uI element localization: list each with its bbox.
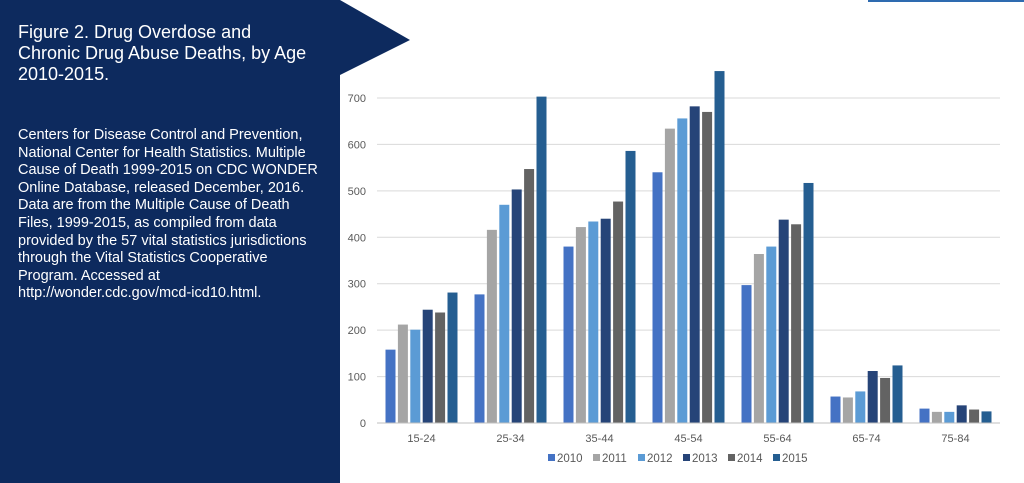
bar-45-54-2012 bbox=[677, 118, 688, 423]
legend-label-2015: 2015 bbox=[782, 453, 808, 465]
y-tick-label: 600 bbox=[348, 139, 366, 151]
x-tick-label: 55-64 bbox=[763, 433, 791, 445]
bar-25-34-2013 bbox=[511, 189, 522, 423]
bar-15-24-2013 bbox=[422, 309, 433, 423]
bar-65-74-2010 bbox=[830, 396, 841, 423]
legend-swatch-2013 bbox=[683, 454, 690, 461]
legend-swatch-2015 bbox=[773, 454, 780, 461]
legend: 2010 2011 2012 2013 2014 2015 bbox=[548, 453, 808, 465]
y-tick-label: 500 bbox=[348, 186, 366, 198]
bar-75-84-2010 bbox=[919, 408, 930, 423]
bar-75-84-2011 bbox=[931, 411, 942, 423]
y-tick-label: 200 bbox=[348, 325, 366, 337]
y-tick-label: 700 bbox=[348, 93, 366, 105]
bar-35-44-2012 bbox=[588, 221, 599, 423]
bar-15-24-2010 bbox=[385, 349, 396, 423]
bar-75-84-2012 bbox=[944, 411, 955, 423]
legend-swatch-2012 bbox=[638, 454, 645, 461]
legend-label-2014: 2014 bbox=[737, 453, 763, 465]
bar-45-54-2013 bbox=[689, 106, 700, 423]
legend-swatch-2014 bbox=[728, 454, 735, 461]
bar-65-74-2015 bbox=[892, 365, 903, 423]
bar-45-54-2015 bbox=[714, 71, 725, 424]
bar-15-24-2011 bbox=[397, 324, 408, 423]
bar-35-44-2015 bbox=[625, 150, 636, 423]
bar-55-64-2013 bbox=[778, 219, 789, 423]
x-axis: 15-24 25-34 35-44 45-54 55-64 65-74 75-84 bbox=[377, 422, 1000, 445]
legend-label-2011: 2011 bbox=[602, 453, 627, 465]
bar-35-44-2010 bbox=[563, 246, 574, 423]
bar-55-64-2011 bbox=[753, 254, 764, 423]
bar-75-84-2014 bbox=[969, 409, 980, 423]
y-tick-label: 400 bbox=[348, 232, 366, 244]
bars bbox=[385, 71, 992, 424]
x-tick-label: 25-34 bbox=[496, 433, 524, 445]
bar-15-24-2015 bbox=[447, 292, 458, 423]
y-tick-label: 300 bbox=[348, 279, 366, 291]
legend-label-2010: 2010 bbox=[557, 453, 583, 465]
x-tick-label: 35-44 bbox=[585, 433, 613, 445]
legend-label-2013: 2013 bbox=[692, 453, 718, 465]
x-tick-label: 65-74 bbox=[852, 433, 880, 445]
bar-15-24-2014 bbox=[435, 312, 446, 423]
bar-25-34-2012 bbox=[499, 204, 510, 423]
x-tick-label: 45-54 bbox=[674, 433, 702, 445]
bar-45-54-2010 bbox=[652, 172, 663, 423]
bar-65-74-2012 bbox=[855, 391, 866, 423]
bar-65-74-2013 bbox=[867, 371, 878, 423]
x-tick-label: 75-84 bbox=[941, 433, 969, 445]
bar-15-24-2012 bbox=[410, 329, 421, 423]
legend-swatch-2010 bbox=[548, 454, 555, 461]
bar-35-44-2013 bbox=[600, 218, 611, 423]
y-tick-label: 100 bbox=[348, 372, 366, 384]
x-tick-label: 15-24 bbox=[407, 433, 435, 445]
panel-background bbox=[0, 0, 410, 483]
bar-45-54-2011 bbox=[664, 128, 675, 423]
bar-25-34-2015 bbox=[536, 96, 547, 423]
bar-25-34-2014 bbox=[524, 169, 535, 423]
y-tick-label: 0 bbox=[360, 418, 366, 430]
bar-25-34-2011 bbox=[486, 229, 497, 423]
title-panel: Figure 2. Drug Overdose and Chronic Drug… bbox=[0, 0, 410, 483]
figure-source-note: Centers for Disease Control and Preventi… bbox=[18, 127, 318, 302]
bar-75-84-2015 bbox=[981, 411, 992, 423]
figure-title: Figure 2. Drug Overdose and Chronic Drug… bbox=[18, 22, 307, 84]
bar-55-64-2014 bbox=[791, 224, 802, 423]
bar-35-44-2011 bbox=[575, 227, 586, 423]
bar-55-64-2012 bbox=[766, 246, 777, 423]
accent-line bbox=[868, 0, 1024, 2]
bar-75-84-2013 bbox=[956, 405, 967, 423]
bar-45-54-2014 bbox=[702, 111, 713, 423]
bar-55-64-2015 bbox=[803, 182, 814, 423]
bar-25-34-2010 bbox=[474, 294, 485, 423]
legend-label-2012: 2012 bbox=[647, 453, 673, 465]
bar-35-44-2014 bbox=[613, 201, 624, 423]
legend-swatch-2011 bbox=[593, 454, 600, 461]
bar-65-74-2011 bbox=[842, 397, 853, 423]
y-axis: 0 100 200 300 400 500 600 700 bbox=[348, 93, 366, 430]
gridlines bbox=[377, 97, 1000, 378]
bar-55-64-2010 bbox=[741, 285, 752, 423]
bar-65-74-2014 bbox=[880, 377, 891, 423]
